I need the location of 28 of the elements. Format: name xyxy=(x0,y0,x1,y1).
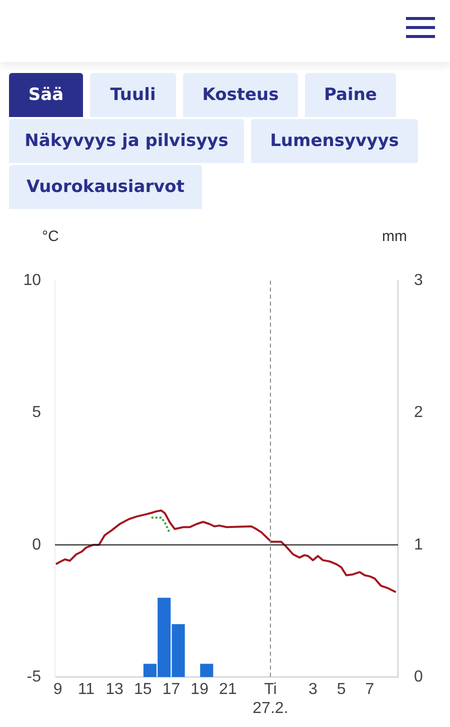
x-tick-label: 11 xyxy=(78,681,95,698)
y-tick-label: 5 xyxy=(32,404,42,422)
text: Kosteus xyxy=(183,73,298,117)
x-tick-label: 13 xyxy=(106,681,124,698)
x-tick-label: 19 xyxy=(190,681,209,698)
x-tick-label: 7 xyxy=(365,681,374,698)
y2-tick-label: 3 xyxy=(414,272,423,290)
y2-tick-label: 1 xyxy=(414,536,423,554)
y-tick-label: 0 xyxy=(32,536,42,554)
y2-axis-title: mm xyxy=(382,228,407,245)
text: Tuuli xyxy=(90,73,176,117)
x-tick-label: 21 xyxy=(219,681,237,698)
text: Sää xyxy=(9,73,83,117)
x-tick-label: 5 xyxy=(336,681,346,698)
y-tick-label: -5 xyxy=(26,668,42,686)
y-tick-label: 10 xyxy=(23,272,42,290)
text: Vuorokausiarvot xyxy=(9,165,202,209)
text: Lumensyvyys xyxy=(251,119,418,163)
x-tick-label: 3 xyxy=(308,681,318,698)
y2-tick-label: 2 xyxy=(414,404,423,422)
x-tick-label: 17 xyxy=(162,681,180,698)
text: Paine xyxy=(305,73,396,117)
x-tick-label: Ti 27.2. xyxy=(252,681,288,718)
y-axis-title: °C xyxy=(42,228,59,245)
text: Näkyvyys ja pilvisyys xyxy=(9,119,244,163)
y2-tick-label: 0 xyxy=(414,668,423,686)
x-tick-label: 15 xyxy=(134,681,152,698)
x-tick-label: 9 xyxy=(53,681,62,698)
